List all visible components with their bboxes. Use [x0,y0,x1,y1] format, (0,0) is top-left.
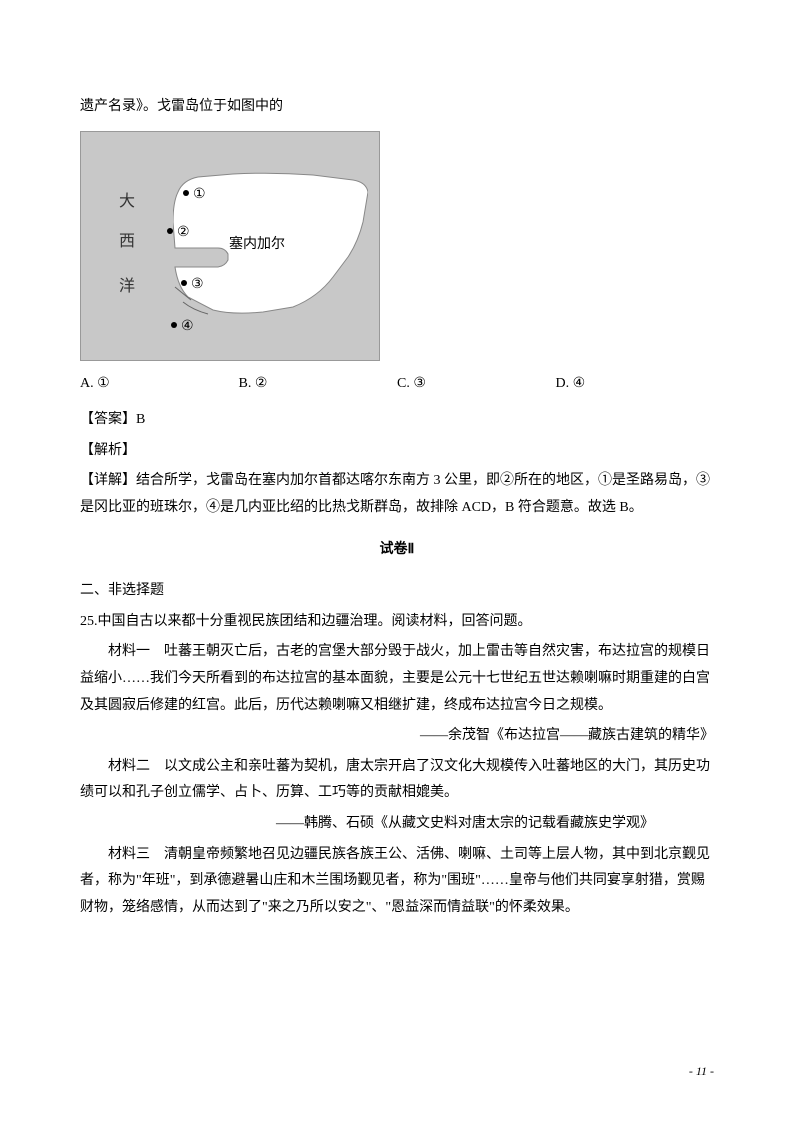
material-2: 材料二 以文成公主和亲吐蕃为契机，唐太宗开启了汉文化大规模传入吐蕃地区的大门，其… [80,754,714,807]
option-a: A. ① [80,371,239,398]
country-label: 塞内加尔 [229,232,285,259]
map-point-label-2: ② [177,220,190,247]
map-point-4 [171,322,177,328]
map-point-1 [183,190,189,196]
analysis-label: 【解析】 [80,438,714,465]
material-1-source: ——余茂智《布达拉宫——藏族古建筑的精华》 [80,723,714,750]
material-2-source: ——韩腾、石硕《从藏文史料对唐太宗的记载看藏族史学观》 [80,811,714,838]
map-point-2 [167,228,173,234]
map-figure: 大 西 洋 塞内加尔 ① ② ③ ④ [80,131,380,361]
ocean-label-2: 西 [119,227,135,257]
map-point-label-1: ① [193,182,206,209]
answer-line: 【答案】B [80,407,714,434]
section-2-heading: 二、非选择题 [80,578,714,605]
top-continuation-line: 遗产名录》。戈雷岛位于如图中的 [80,94,714,121]
option-d: D. ④ [556,371,715,398]
map-point-label-3: ③ [191,272,204,299]
option-c: C. ③ [397,371,556,398]
ocean-label-1: 大 [119,187,135,217]
ocean-label-3: 洋 [119,272,135,302]
q25-intro: 25.中国自古以来都十分重视民族团结和边疆治理。阅读材料，回答问题。 [80,609,714,636]
material-3: 材料三 清朝皇帝频繁地召见边疆民族各族王公、活佛、喇嘛、土司等上层人物，其中到北… [80,842,714,922]
options-row: A. ① B. ② C. ③ D. ④ [80,371,714,398]
page-number: - 11 - [689,1060,714,1083]
paper-2-title: 试卷Ⅱ [80,537,714,564]
map-point-3 [181,280,187,286]
map-point-label-4: ④ [181,314,194,341]
option-b: B. ② [239,371,398,398]
detail-text: 【详解】结合所学，戈雷岛在塞内加尔首都达喀尔东南方 3 公里，即②所在的地区，①… [80,468,714,521]
material-1: 材料一 吐蕃王朝灭亡后，古老的宫堡大部分毁于战火，加上雷击等自然灾害，布达拉宫的… [80,639,714,719]
